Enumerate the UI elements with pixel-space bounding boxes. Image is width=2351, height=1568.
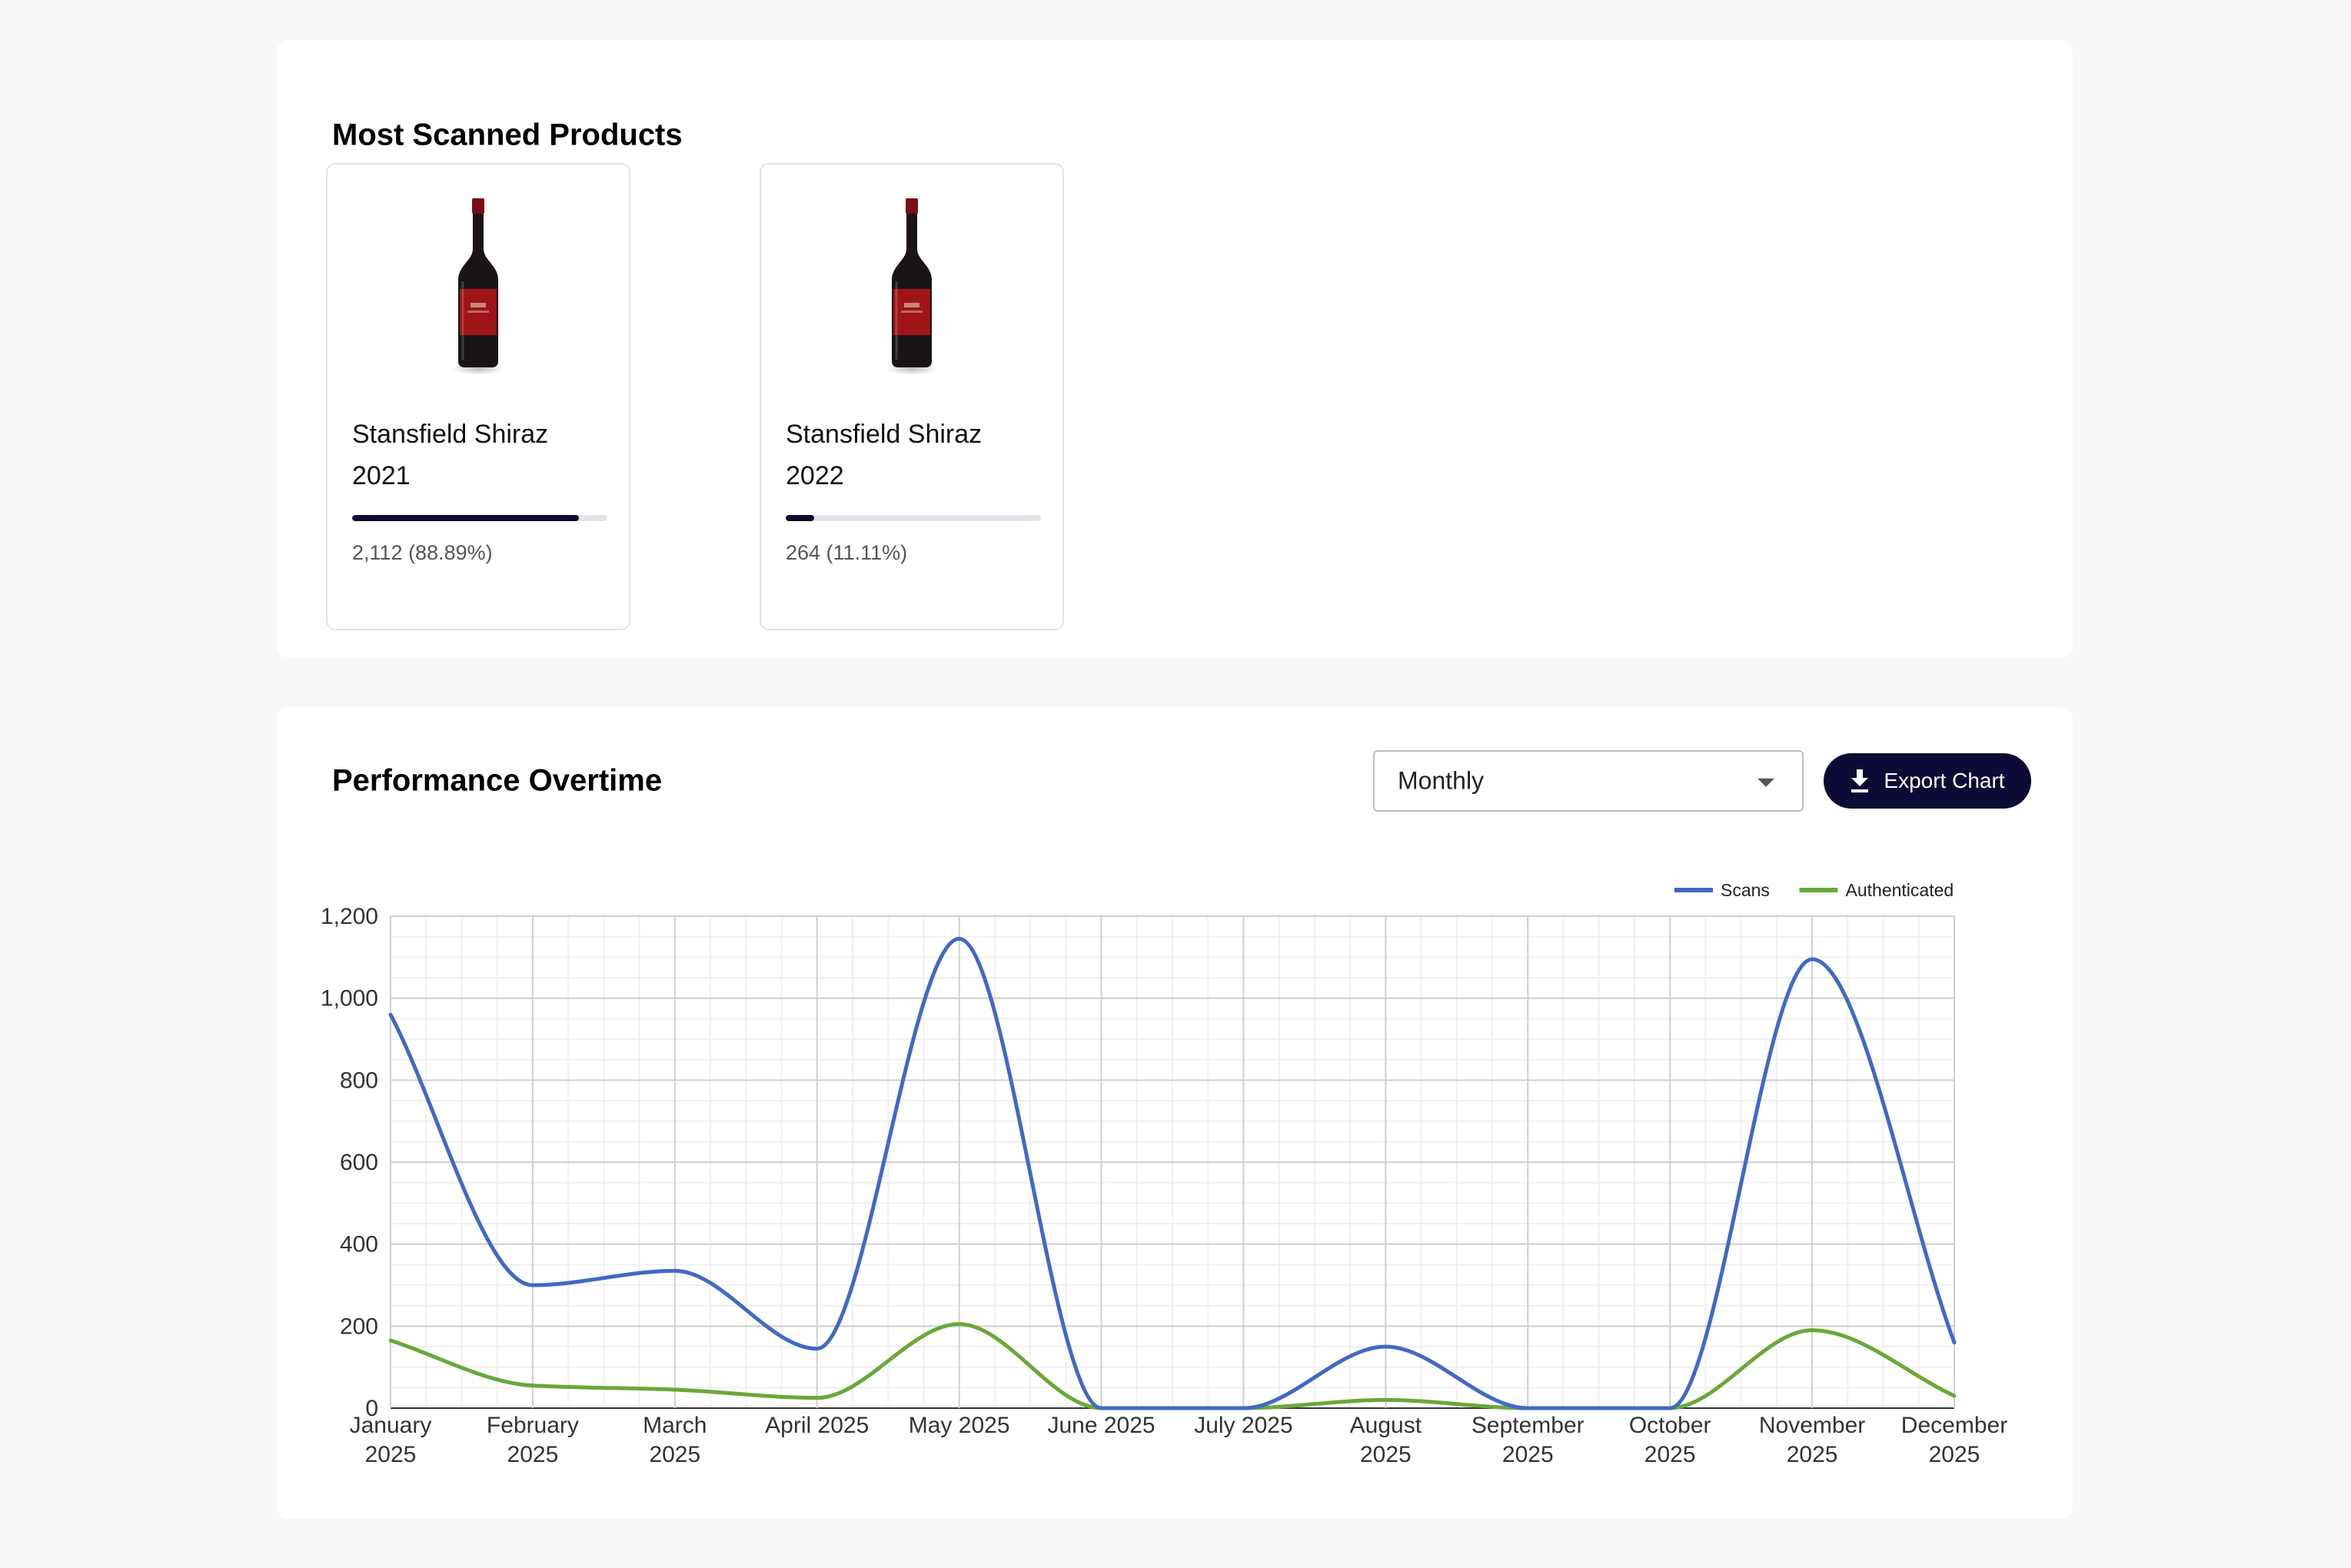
y-tick-label: 800: [340, 1068, 378, 1093]
most-scanned-title: Most Scanned Products: [332, 118, 683, 152]
product-name: Stansfield Shiraz 2021: [352, 420, 549, 490]
scan-share-progress-fill: [352, 515, 580, 521]
scan-count-stat: 264 (11.11%): [786, 541, 908, 564]
x-tick-label: May 2025: [909, 1413, 1010, 1438]
chart-series: [388, 936, 1957, 1410]
chart-y-axis: 0 200 400 600 800 1,000 1,200: [321, 904, 378, 1421]
export-chart-button[interactable]: Export Chart: [1824, 753, 2031, 809]
series-line-scans: [388, 936, 1957, 1410]
export-chart-label: Export Chart: [1884, 769, 2005, 792]
x-tick-label: September 2025: [1471, 1413, 1585, 1467]
product-card-stansfield-shiraz-2021[interactable]: Stansfield Shiraz 2021 2,112 (88.89%): [326, 163, 630, 630]
performance-title: Performance Overtime: [332, 763, 663, 798]
scan-share-progress-fill: [786, 515, 814, 521]
legend-label-authenticated: Authenticated: [1846, 880, 1954, 900]
chevron-down-icon: [1757, 778, 1774, 787]
x-tick-label: July 2025: [1194, 1413, 1292, 1438]
period-select-value: Monthly: [1398, 766, 1485, 795]
x-tick-label: April 2025: [765, 1413, 869, 1438]
scan-share-progress-bar: [786, 515, 1041, 521]
y-tick-label: 400: [340, 1232, 378, 1257]
chart-legend: Scans Authenticated: [1674, 880, 1954, 900]
download-icon: [1850, 769, 1870, 792]
x-tick-label: February 2025: [487, 1413, 579, 1467]
scan-count-stat: 2,112 (88.89%): [352, 541, 493, 564]
chart-grid-major: [390, 915, 1955, 1409]
performance-overtime-card: Performance Overtime Monthly Export Char…: [277, 707, 2073, 1519]
legend-label-scans: Scans: [1721, 880, 1770, 900]
x-tick-label: June 2025: [1047, 1413, 1155, 1438]
y-tick-label: 600: [340, 1150, 378, 1175]
y-tick-label: 1,200: [321, 904, 378, 929]
scan-share-progress-bar: [352, 515, 607, 521]
y-tick-label: 0: [365, 1396, 378, 1421]
x-tick-label: March 2025: [643, 1413, 707, 1467]
product-card-stansfield-shiraz-2022[interactable]: Stansfield Shiraz 2022 264 (11.11%): [760, 163, 1064, 630]
x-tick-label: August 2025: [1350, 1413, 1422, 1467]
most-scanned-products-card: Most Scanned Products Stansfield: [277, 40, 2073, 658]
performance-line-chart: 0 200 400 600 800 1,000 1,200 January 2025 Febru…: [321, 880, 2008, 1467]
product-name: Stansfield Shiraz 2022: [786, 420, 983, 490]
chart-x-axis: January 2025 February 2025 March 2025 April 20…: [350, 1413, 2008, 1467]
wine-bottle-icon: [328, 195, 629, 380]
y-tick-label: 1,000: [321, 986, 378, 1012]
x-tick-label: November 2025: [1759, 1413, 1865, 1467]
period-select[interactable]: Monthly: [1373, 750, 1804, 812]
wine-bottle-icon: [761, 195, 1062, 380]
y-tick-label: 200: [340, 1314, 378, 1339]
x-tick-label: October 2025: [1629, 1413, 1711, 1467]
x-tick-label: December 2025: [1901, 1413, 2007, 1467]
x-tick-label: January 2025: [350, 1413, 432, 1467]
